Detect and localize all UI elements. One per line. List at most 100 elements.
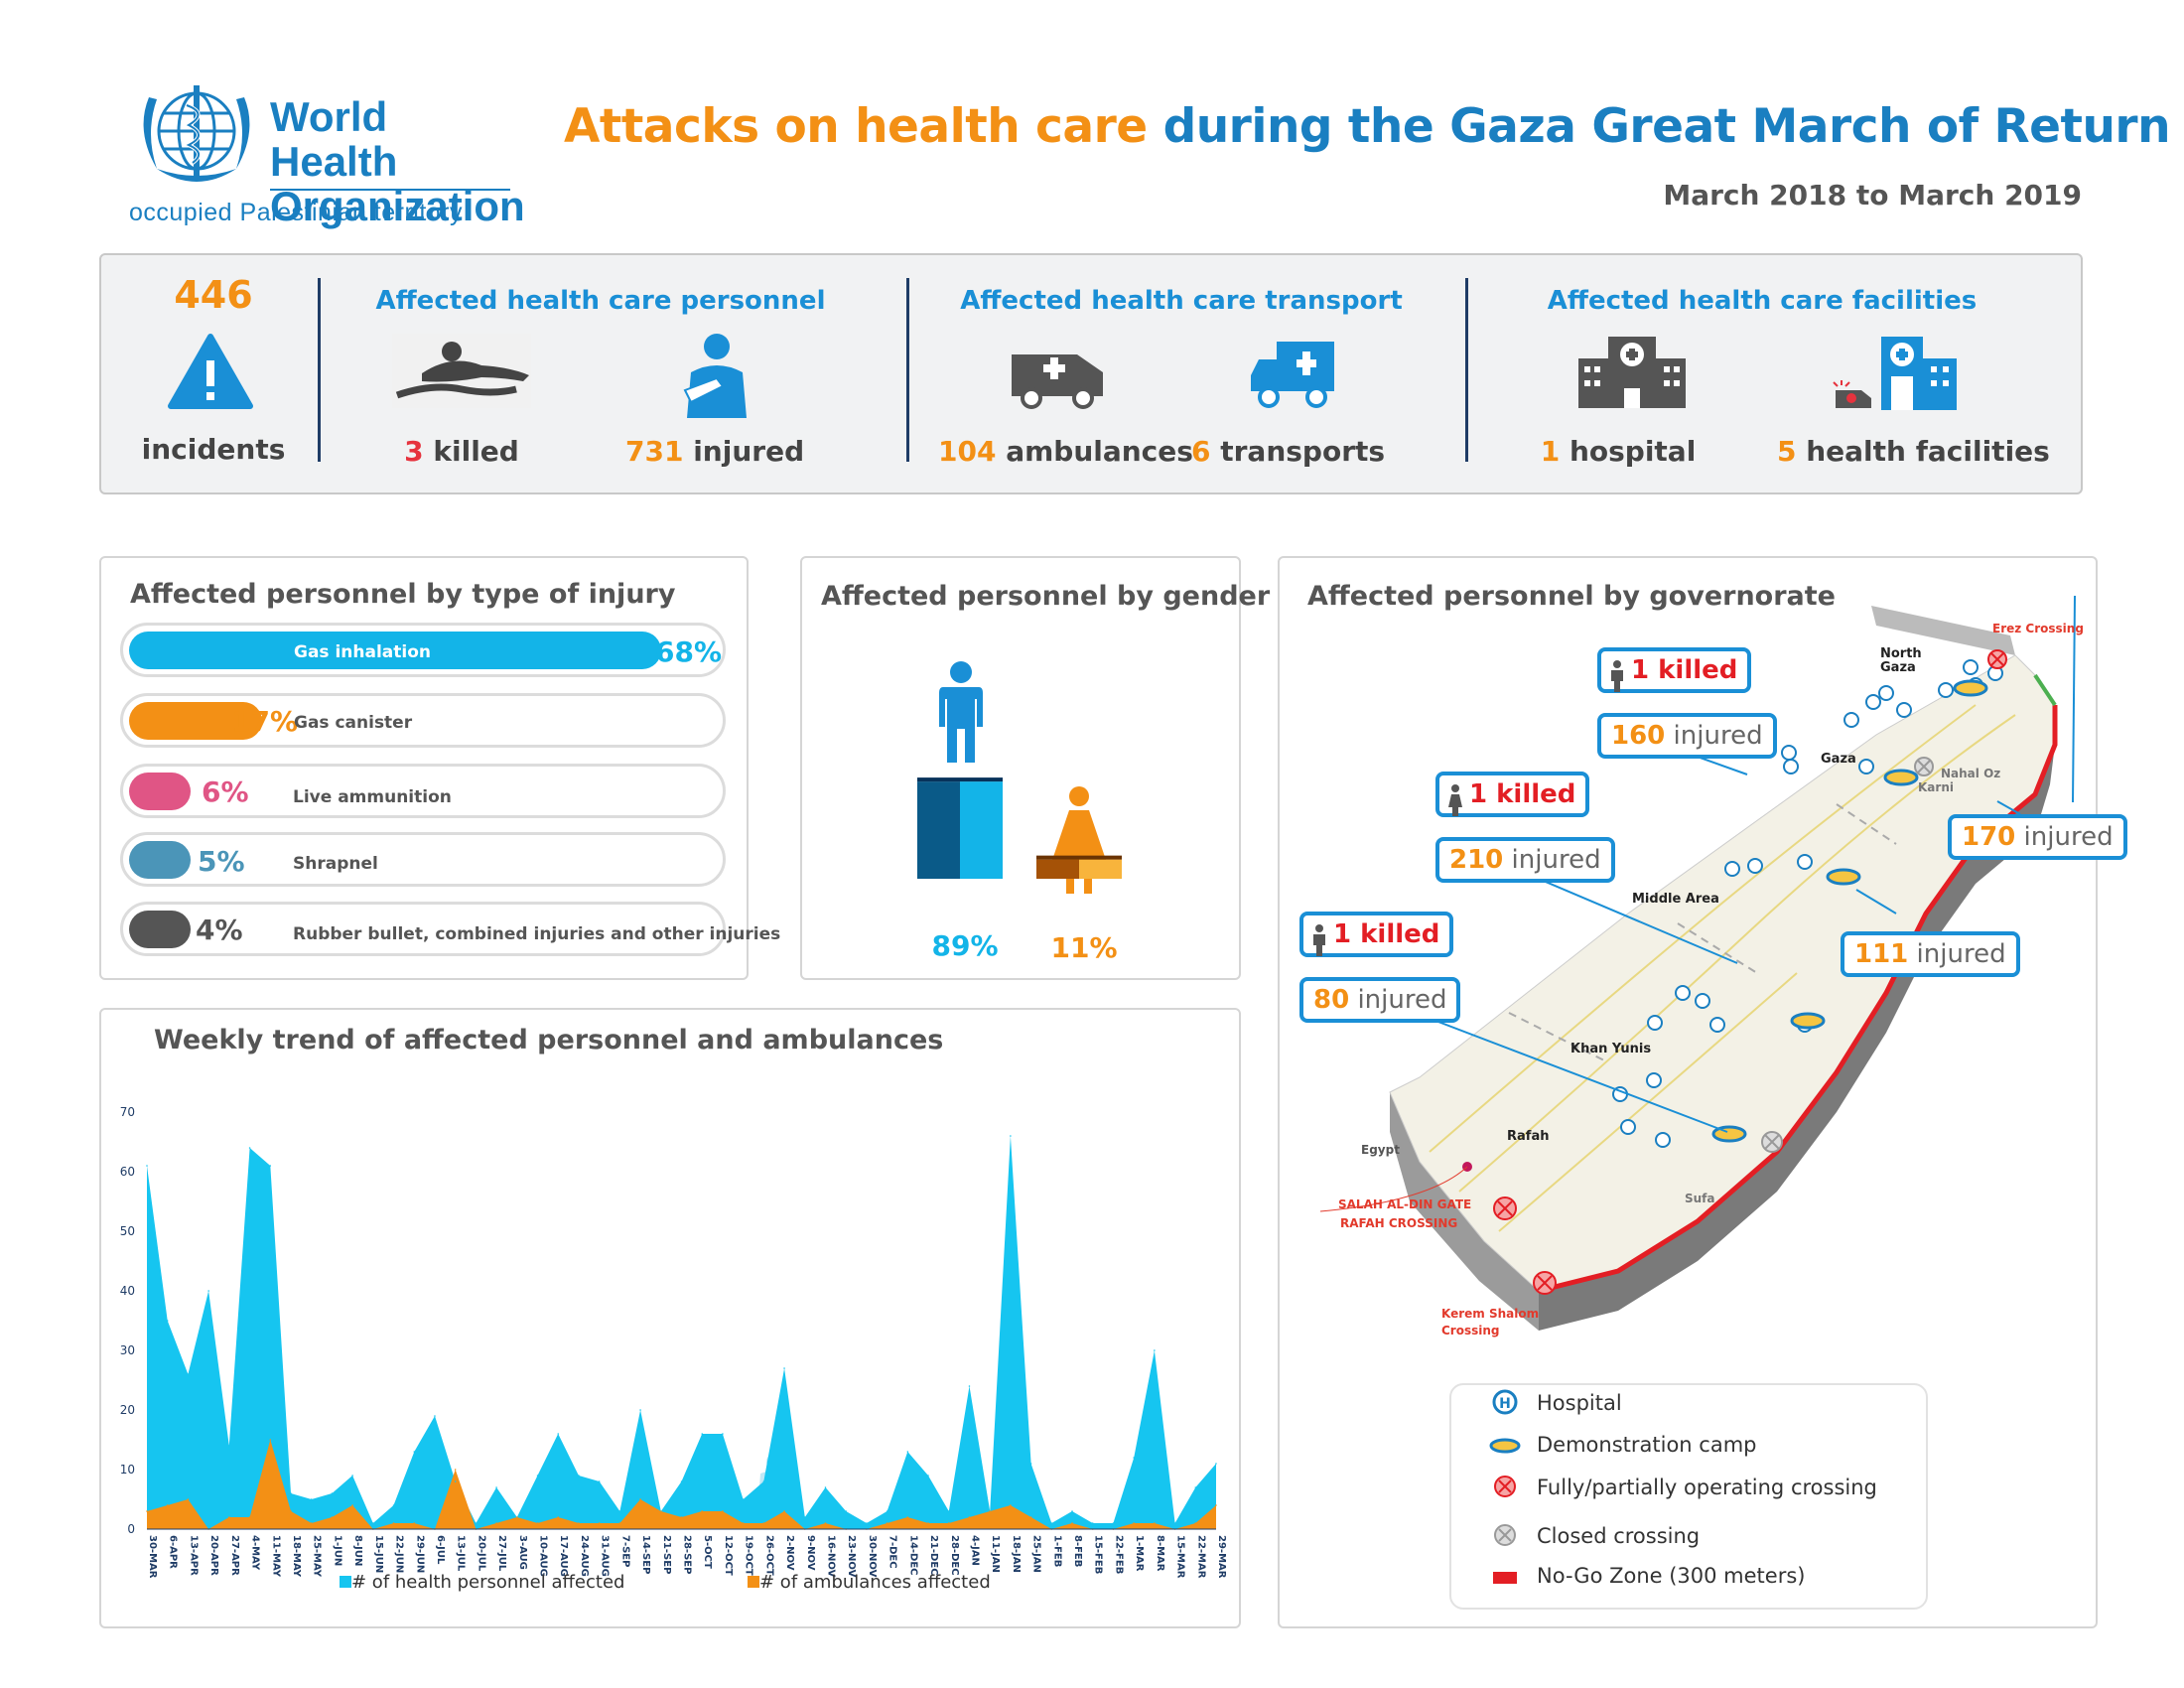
- y-tick-label: 60: [120, 1165, 135, 1179]
- personnel-point: [536, 1475, 539, 1477]
- legend-swatch: [340, 1576, 351, 1588]
- hospital-icon: H: [1492, 1389, 1518, 1415]
- personnel-point: [598, 1480, 601, 1482]
- personnel-heading: Affected health care personnel: [375, 286, 826, 316]
- divider: [318, 278, 321, 462]
- gender-chart: [917, 661, 1122, 894]
- x-tick-label: 25-MAY: [312, 1535, 323, 1578]
- x-tick-label: 19-OCT: [744, 1535, 754, 1576]
- personnel-point: [290, 1492, 292, 1494]
- male-icon: [939, 661, 983, 763]
- injury-row-live-ammunition: [120, 764, 726, 818]
- x-tick-label: 4-JAN: [969, 1535, 980, 1566]
- ambulance-point: [351, 1504, 353, 1506]
- ambulance-point: [947, 1522, 950, 1524]
- personnel-point: [722, 1433, 724, 1435]
- hospital-count: 1: [1540, 435, 1561, 468]
- x-tick-label: 22-FEB: [1113, 1535, 1124, 1574]
- camp-icon: [1489, 1438, 1521, 1454]
- personnel-point: [392, 1504, 395, 1506]
- salah-gate-marker: [1319, 1162, 1472, 1212]
- female-bar: [1079, 859, 1122, 879]
- legend-label: # of health personnel affected: [351, 1572, 625, 1593]
- injury-label: Shrapnel: [293, 854, 378, 874]
- x-tick-label: 7-SEP: [619, 1535, 630, 1567]
- org-divider: [270, 189, 510, 191]
- gaza-killed-callout: 1 killed: [1435, 772, 1590, 817]
- injury-bar: [129, 841, 191, 879]
- injured-number: 160: [1611, 721, 1666, 751]
- killed-person-icon: [392, 334, 531, 408]
- ambulance-point: [598, 1522, 601, 1524]
- nahal-oz-label: Nahal Oz: [1941, 767, 2001, 780]
- x-tick-label: 24-AUG: [579, 1535, 590, 1577]
- x-tick-label: 13-APR: [188, 1535, 199, 1576]
- title-orange-part: Attacks on health care: [564, 99, 1148, 154]
- transport-heading: Affected health care transport: [960, 286, 1403, 316]
- injured-number: 170: [1962, 822, 2016, 852]
- closed-crossing-icon: [1914, 757, 1934, 776]
- x-tick-label: 23-NOV: [846, 1535, 857, 1578]
- erez-crossing-label: Erez Crossing: [1992, 622, 2084, 635]
- middle-area-label: Middle Area: [1632, 892, 1719, 907]
- x-tick-label: 17-AUG: [558, 1535, 569, 1577]
- ambulances-label: ambulances: [1006, 435, 1193, 468]
- legend-open-crossing-label: Fully/partially operating crossing: [1537, 1476, 1877, 1499]
- x-tick-label: 27-APR: [229, 1535, 240, 1576]
- divider: [906, 278, 909, 462]
- transports-count: 6: [1191, 435, 1211, 468]
- personnel-point: [639, 1409, 641, 1411]
- hospital-label: hospital: [1569, 435, 1697, 468]
- ambulance-point: [248, 1516, 251, 1518]
- personnel-point: [927, 1475, 929, 1477]
- ambulance-point: [454, 1469, 457, 1471]
- x-tick-label: 13-JUL: [456, 1535, 467, 1572]
- x-tick-label: 28-SEP: [682, 1535, 693, 1574]
- ambulance-point: [1133, 1522, 1135, 1524]
- x-tick-label: 15-MAR: [1175, 1535, 1186, 1579]
- x-tick-label: 22-JUN: [394, 1535, 405, 1573]
- khan-killed-callout: 1 killed: [1299, 912, 1454, 957]
- gender-panel-title: Affected personnel by gender: [821, 581, 1271, 612]
- y-tick-label: 30: [120, 1343, 135, 1357]
- personnel-point: [1173, 1522, 1176, 1524]
- data-points: [146, 1135, 1217, 1530]
- personnel-point: [228, 1445, 230, 1447]
- personnel-point: [475, 1522, 478, 1524]
- org-name: World Health Organization: [270, 93, 525, 228]
- middle-injured-callout: 210 injured: [1435, 837, 1615, 883]
- x-tick-label: 5-OCT: [702, 1535, 713, 1569]
- legend-camp-label: Demonstration camp: [1537, 1433, 1757, 1457]
- x-tick-label: 27-JUL: [496, 1535, 507, 1572]
- injury-label: Live ammunition: [293, 787, 452, 807]
- ambulance-point: [290, 1510, 292, 1512]
- ambulance-point: [1194, 1522, 1197, 1524]
- karni-label: Karni: [1918, 780, 1954, 794]
- map-barrier: [1871, 606, 2015, 655]
- killed-count: 3: [404, 435, 424, 468]
- x-tick-label: 20-JUL: [476, 1535, 486, 1572]
- personnel-point: [618, 1510, 621, 1512]
- org-name-line1: World Health: [270, 93, 398, 185]
- facilities-label: health facilities: [1806, 435, 2050, 468]
- incidents-count: 446: [174, 273, 253, 317]
- x-tick-label: 6-JUL: [435, 1535, 446, 1565]
- legend-closed-crossing-label: Closed crossing: [1537, 1524, 1701, 1548]
- north-killed-callout: 1 killed: [1597, 647, 1752, 693]
- legend-no-go-label: No-Go Zone (300 meters): [1537, 1564, 1806, 1588]
- ambulance-point: [228, 1516, 230, 1518]
- egypt-label: Egypt: [1361, 1143, 1400, 1157]
- x-tick-label: 30-MAR: [147, 1535, 158, 1579]
- ambulance-point: [1029, 1516, 1032, 1518]
- injured-word: injured: [2023, 822, 2114, 852]
- injury-row-shrapnel: [120, 832, 726, 887]
- callout-connectors: [1409, 596, 2076, 1133]
- injured-number: 111: [1854, 939, 1909, 969]
- x-axis: 30-MAR 6-APR 13-APR 20-APR 27-APR 4-MAY 11-MAY…: [147, 1535, 1227, 1579]
- y-tick-label: 0: [127, 1522, 135, 1536]
- personnel-point: [845, 1510, 847, 1512]
- salah-al-din-gate-label: SALAH AL-DIN GATE: [1338, 1197, 1472, 1211]
- injured-label: injured: [693, 435, 805, 468]
- hospital-building-icon: [1578, 337, 1686, 408]
- injured-count: 731: [625, 435, 684, 468]
